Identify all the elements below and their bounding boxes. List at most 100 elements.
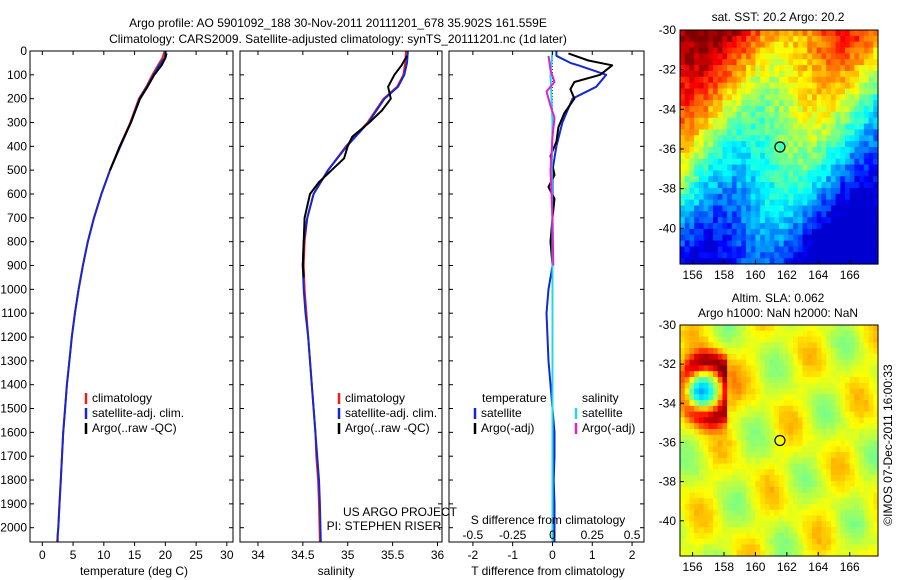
heatmap-cell [783,182,790,189]
heatmap-cell [689,205,695,212]
heatmap-cell [793,376,799,384]
heatmap-cell [840,211,846,218]
heatmap-cell [793,480,799,488]
heatmap-cell [863,521,870,528]
heatmap-cell [713,469,719,476]
heatmap-cell [802,158,808,166]
heatmap-cell [835,469,841,476]
heatmap-cell [760,117,766,125]
heatmap-cell [694,446,700,453]
heatmap-cell [755,88,761,95]
heatmap-cell [746,100,752,107]
heatmap-cell [694,240,700,248]
heatmap-cell [694,550,700,557]
heatmap-cell [736,463,742,470]
heatmap-cell [802,234,808,242]
heatmap-cell [788,480,794,488]
heatmap-cell [736,129,742,136]
heatmap-cell [816,193,823,201]
heatmap-cell [746,509,752,517]
heatmap-cell [863,94,870,101]
heatmap-cell [750,330,757,338]
heatmap-cell [845,30,851,37]
heatmap-cell [689,532,695,540]
heatmap-cell [727,411,733,419]
heatmap-cell [845,394,851,401]
heatmap-cell [764,170,771,177]
heatmap-cell [821,348,827,355]
temperature-series-1-line [56,50,167,542]
heatmap-cell [764,187,771,195]
heatmap-cell [708,400,714,407]
heatmap-cell [774,170,780,177]
heatmap-cell [694,246,700,253]
heatmap-cell [812,106,818,113]
heatmap-cell [802,325,808,332]
heatmap-cell [873,405,879,413]
heatmap-cell [717,199,724,207]
heatmap-cell [854,348,860,355]
heatmap-cell [816,405,823,413]
heatmap-cell [859,336,865,343]
heatmap-cell [845,94,851,101]
heatmap-cell [812,365,818,372]
heatmap-cell [680,417,686,424]
heatmap-cell [779,469,785,476]
heatmap-cell [769,65,775,72]
heatmap-cell [783,515,790,522]
heatmap-cell [684,41,691,49]
heatmap-cell [845,365,851,372]
heatmap-cell [722,65,728,72]
heatmap-cell [760,88,766,95]
heatmap-cell [727,240,733,248]
heatmap-cell [816,100,823,107]
heatmap-cell [873,330,879,338]
heatmap-cell [859,217,865,224]
heatmap-cell [760,30,766,37]
heatmap-cell [722,400,728,407]
heatmap-cell [689,463,695,470]
heatmap-cell [840,59,846,66]
heatmap-cell [694,325,700,332]
heatmap-cell [764,106,771,113]
heatmap-cell [689,176,695,183]
heatmap-cell [750,117,757,125]
heatmap-cell [849,106,856,113]
heatmap-cell [812,480,818,488]
heatmap-cell [859,234,865,242]
heatmap-cell [840,538,846,546]
heatmap-cell [736,348,742,355]
heatmap-cell [713,515,719,522]
heatmap-cell [830,228,837,236]
heatmap-cell [873,158,879,166]
heatmap-cell [868,371,874,378]
heatmap-cell [769,228,775,236]
heatmap-cell [698,475,705,482]
heatmap-cell [788,417,794,424]
heatmap-cell [812,446,818,453]
heatmap-cell [708,170,714,177]
heatmap-cell [708,187,714,195]
heatmap-cell [849,509,856,517]
heatmap-cell [736,111,742,119]
heatmap-cell [769,475,775,482]
heatmap-cell [802,376,808,384]
heatmap-cell [731,359,738,367]
heatmap-cell [849,228,856,236]
heatmap-cell [736,400,742,407]
heatmap-cell [764,199,771,207]
depth-tick-label: 1800 [0,473,27,487]
heatmap-cell [807,486,813,494]
heatmap-cell [755,446,761,453]
heatmap-cell [741,411,747,419]
heatmap-cell [863,217,870,224]
heatmap-cell [835,515,841,522]
heatmap-cell [717,94,724,101]
heatmap-cell [797,53,804,60]
heatmap-cell [793,509,799,517]
heatmap-cell [797,457,804,465]
heatmap-cell [684,428,691,436]
heatmap-cell [736,211,742,218]
heatmap-cell [812,59,818,66]
heatmap-cell [873,515,879,522]
